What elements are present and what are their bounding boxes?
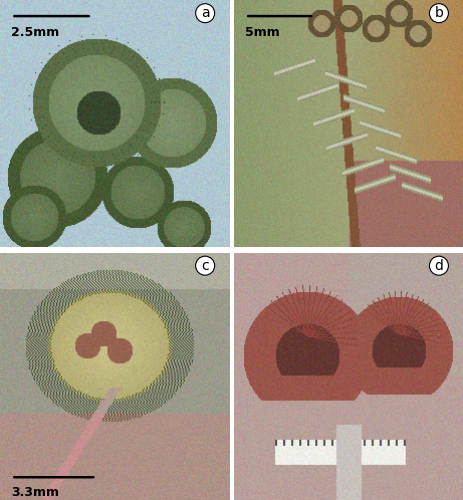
Text: 5mm: 5mm — [245, 26, 280, 39]
Text: b: b — [434, 6, 444, 20]
Text: d: d — [434, 258, 444, 272]
Text: a: a — [201, 6, 209, 20]
Text: 2.5mm: 2.5mm — [12, 26, 60, 39]
Text: c: c — [201, 258, 209, 272]
Text: 3.3mm: 3.3mm — [12, 486, 59, 500]
